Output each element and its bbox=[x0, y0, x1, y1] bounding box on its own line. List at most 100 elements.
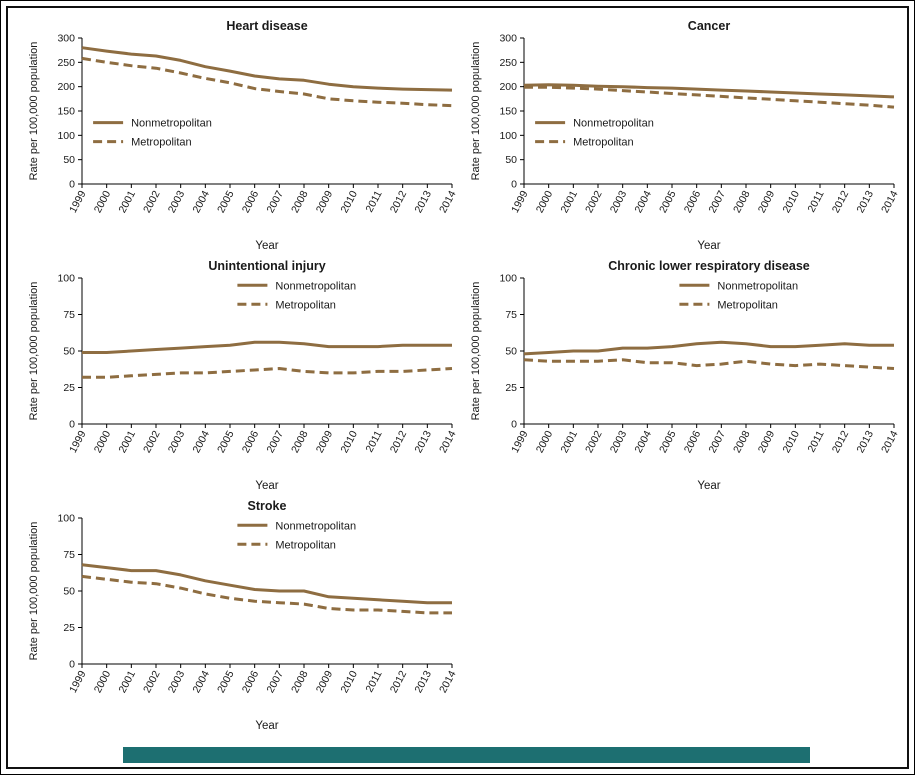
x-tick-label: 2000 bbox=[534, 189, 556, 215]
x-tick-label: 2005 bbox=[215, 189, 237, 215]
y-axis-label: Rate per 100,000 population bbox=[470, 282, 482, 421]
chart-title: Heart disease bbox=[226, 19, 307, 33]
y-tick-label: 0 bbox=[69, 179, 75, 191]
x-tick-label: 2003 bbox=[608, 189, 630, 215]
x-tick-label: 2006 bbox=[682, 189, 704, 215]
x-tick-label: 2003 bbox=[166, 669, 188, 695]
x-tick-label: 2012 bbox=[830, 189, 852, 215]
metropolitan-line bbox=[524, 85, 895, 109]
x-tick-label: 2002 bbox=[583, 189, 605, 215]
chart-cancer: Cancer 0 50 100 150 200 250 300 1999 2000 2001 2002… bbox=[468, 18, 904, 254]
chart-title: Stroke bbox=[248, 499, 287, 513]
x-tick-label: 1999 bbox=[509, 429, 531, 455]
x-tick-label: 2000 bbox=[92, 669, 114, 695]
nonmetropolitan-line bbox=[523, 83, 895, 99]
x-tick-label: 2007 bbox=[706, 189, 728, 215]
x-tick-label: 2001 bbox=[558, 429, 580, 455]
y-tick-label: 75 bbox=[63, 549, 75, 561]
legend-label-nonmetropolitan: Nonmetropolitan bbox=[573, 118, 654, 130]
x-tick-label: 2014 bbox=[879, 429, 901, 455]
x-tick-label: 2010 bbox=[338, 189, 360, 215]
y-tick-label: 250 bbox=[499, 57, 517, 69]
x-tick-label: 2007 bbox=[264, 189, 286, 215]
x-tick-label: 2004 bbox=[190, 669, 212, 695]
x-tick-label: 2003 bbox=[608, 429, 630, 455]
x-tick-label: 1999 bbox=[67, 669, 89, 695]
y-tick-label: 100 bbox=[57, 130, 75, 142]
y-tick-label: 75 bbox=[63, 309, 75, 321]
x-tick-label: 2005 bbox=[657, 189, 679, 215]
metropolitan-line bbox=[81, 56, 453, 108]
legend-label-nonmetropolitan: Nonmetropolitan bbox=[275, 520, 356, 532]
x-tick-label: 2013 bbox=[854, 189, 876, 215]
x-tick-label: 2013 bbox=[412, 429, 434, 455]
x-tick-label: 2005 bbox=[215, 429, 237, 455]
x-tick-label: 2006 bbox=[682, 429, 704, 455]
chart-title: Chronic lower respiratory disease bbox=[608, 259, 810, 273]
x-tick-label: 2007 bbox=[264, 429, 286, 455]
x-tick-label: 2002 bbox=[141, 189, 163, 215]
x-tick-label: 2007 bbox=[706, 429, 728, 455]
y-tick-label: 25 bbox=[63, 382, 75, 394]
x-tick-label: 2012 bbox=[830, 429, 852, 455]
x-tick-label: 2008 bbox=[289, 189, 311, 215]
x-axis-label: Year bbox=[255, 480, 278, 492]
chart-unintentional-injury: Unintentional injury 0 25 50 75 100 1999 2000 20… bbox=[26, 258, 462, 494]
chart-title: Unintentional injury bbox=[208, 259, 325, 273]
x-axis-label: Year bbox=[255, 240, 278, 252]
y-tick-label: 150 bbox=[57, 106, 75, 118]
x-axis-label: Year bbox=[255, 720, 278, 732]
legend-label-metropolitan: Metropolitan bbox=[275, 299, 336, 311]
x-tick-label: 2013 bbox=[854, 429, 876, 455]
y-tick-label: 50 bbox=[63, 154, 75, 166]
y-tick-label: 0 bbox=[69, 419, 75, 431]
x-tick-label: 2000 bbox=[534, 429, 556, 455]
x-tick-label: 2003 bbox=[166, 189, 188, 215]
x-tick-label: 2014 bbox=[437, 669, 459, 695]
y-tick-label: 50 bbox=[63, 346, 75, 358]
y-tick-label: 0 bbox=[511, 419, 517, 431]
legend-label-nonmetropolitan: Nonmetropolitan bbox=[275, 280, 356, 292]
x-tick-label: 2009 bbox=[756, 429, 778, 455]
legend-label-metropolitan: Metropolitan bbox=[717, 299, 778, 311]
x-axis-label: Year bbox=[697, 480, 720, 492]
y-tick-label: 150 bbox=[499, 106, 517, 118]
y-axis-label: Rate per 100,000 population bbox=[470, 42, 482, 181]
y-tick-label: 25 bbox=[505, 382, 517, 394]
stroke-plot: Stroke 0 25 50 75 100 1999 2000 2001 2002 2003 2004… bbox=[28, 499, 459, 732]
x-tick-label: 1999 bbox=[509, 189, 531, 215]
y-tick-label: 200 bbox=[499, 81, 517, 93]
nonmetropolitan-line bbox=[81, 563, 452, 605]
y-tick-label: 300 bbox=[499, 33, 517, 45]
y-tick-label: 0 bbox=[511, 179, 517, 191]
x-tick-label: 2005 bbox=[215, 669, 237, 695]
nonmetropolitan-line bbox=[523, 340, 894, 356]
x-tick-label: 2004 bbox=[190, 189, 212, 215]
y-tick-label: 50 bbox=[63, 586, 75, 598]
x-tick-label: 2004 bbox=[632, 429, 654, 455]
x-tick-label: 2010 bbox=[780, 189, 802, 215]
x-tick-label: 2012 bbox=[388, 429, 410, 455]
chart-chronic-lower-respiratory-disease: Chronic lower respiratory disease 0 25 50 75… bbox=[468, 258, 904, 494]
y-tick-label: 300 bbox=[57, 33, 75, 45]
x-tick-label: 2014 bbox=[879, 189, 901, 215]
x-tick-label: 2010 bbox=[338, 429, 360, 455]
x-tick-label: 1999 bbox=[67, 189, 89, 215]
y-tick-label: 75 bbox=[505, 309, 517, 321]
y-tick-label: 50 bbox=[505, 346, 517, 358]
x-tick-label: 2008 bbox=[289, 669, 311, 695]
x-tick-label: 2006 bbox=[240, 189, 262, 215]
x-tick-label: 2014 bbox=[437, 429, 459, 455]
x-tick-label: 2008 bbox=[731, 189, 753, 215]
x-tick-label: 2014 bbox=[437, 189, 459, 215]
y-tick-label: 100 bbox=[499, 130, 517, 142]
x-tick-label: 2003 bbox=[166, 429, 188, 455]
cancer-plot: Cancer 0 50 100 150 200 250 300 1999 2000 2001 2002… bbox=[470, 19, 901, 252]
chart-stroke: Stroke 0 25 50 75 100 1999 2000 2001 2002 2003 2004… bbox=[26, 498, 462, 734]
x-tick-label: 2012 bbox=[388, 669, 410, 695]
x-tick-label: 2009 bbox=[756, 189, 778, 215]
x-tick-label: 2007 bbox=[264, 669, 286, 695]
metropolitan-line bbox=[81, 574, 452, 615]
